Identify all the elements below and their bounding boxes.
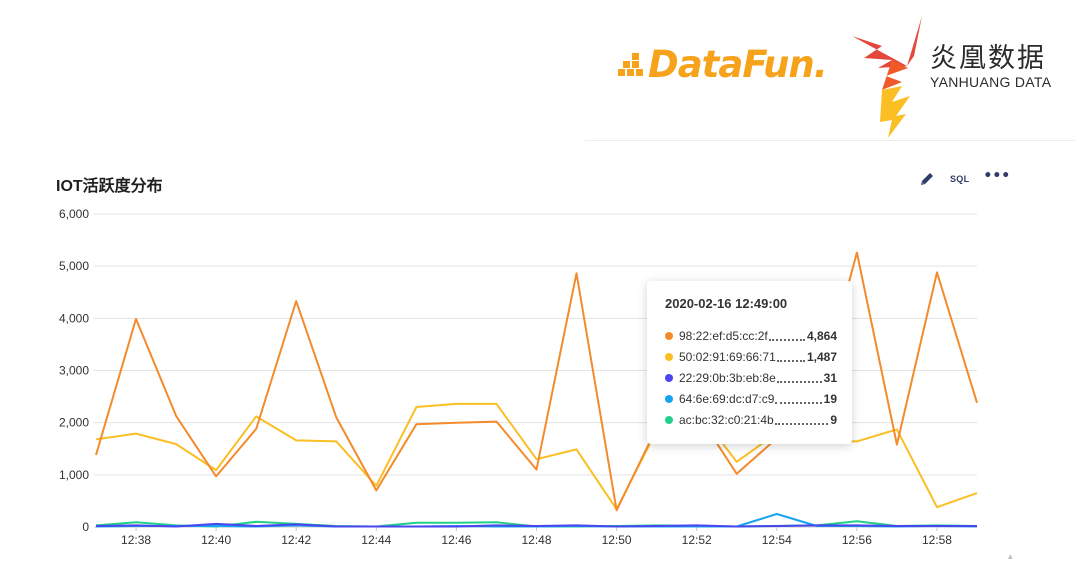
tooltip-row: 22:29:0b:3b:eb:8e 31 <box>665 370 837 386</box>
tooltip-series-name: ac:bc:32:c0:21:4b <box>679 413 774 427</box>
series-dot-icon <box>665 353 673 361</box>
y-tick-label: 1,000 <box>59 468 89 482</box>
x-tick-label: 12:38 <box>121 533 151 547</box>
sql-button[interactable]: SQL <box>950 174 970 184</box>
tooltip-series-value: 4,864 <box>806 329 837 343</box>
tooltip-series-name: 22:29:0b:3b:eb:8e <box>679 371 776 385</box>
pencil-icon[interactable] <box>918 170 936 188</box>
tooltip-row: ac:bc:32:c0:21:4b 9 <box>665 412 837 428</box>
yanhuang-phoenix-icon <box>852 16 922 138</box>
tooltip-row: 64:6e:69:dc:d7:c9 19 <box>665 391 837 407</box>
x-tick-label: 12:46 <box>441 533 471 547</box>
tooltip-series-name: 64:6e:69:dc:d7:c9 <box>679 392 775 406</box>
y-tick-label: 3,000 <box>59 364 89 378</box>
y-tick-label: 6,000 <box>59 207 89 221</box>
y-tick-label: 4,000 <box>59 311 89 325</box>
y-tick-label: 0 <box>82 520 89 534</box>
tooltip-series-value: 19 <box>823 392 837 406</box>
x-tick-label: 12:56 <box>842 533 872 547</box>
tooltip-row: 98:22:ef:d5:cc:2f 4,864 <box>665 328 837 344</box>
y-tick-label: 2,000 <box>59 416 89 430</box>
tooltip-leader <box>776 359 805 362</box>
tooltip-series-value: 31 <box>823 371 837 385</box>
tooltip-series-name: 98:22:ef:d5:cc:2f <box>679 329 768 343</box>
tooltip-time: 2020-02-16 12:49:00 <box>665 296 788 311</box>
x-tick-label: 12:58 <box>922 533 952 547</box>
yanhuang-name-en: YANHUANG DATA <box>930 74 1052 90</box>
x-tick-label: 12:40 <box>201 533 231 547</box>
header-divider <box>585 140 1075 141</box>
more-icon[interactable]: ••• <box>983 168 1011 184</box>
tooltip-leader <box>774 422 829 425</box>
series-line-3 <box>95 522 977 528</box>
x-tick-label: 12:52 <box>682 533 712 547</box>
yanhuang-name-cn: 炎凰数据 <box>930 43 1046 74</box>
chart-tooltip: 2020-02-16 12:49:00 98:22:ef:d5:cc:2f 4,8… <box>647 281 852 444</box>
tooltip-leader <box>768 338 805 341</box>
y-tick-label: 5,000 <box>59 259 89 273</box>
tooltip-series-name: 50:02:91:69:66:71 <box>679 350 776 364</box>
datafun-dots-icon <box>618 49 644 79</box>
tooltip-leader <box>775 401 822 404</box>
chart-title: IOT活跃度分布 <box>56 178 163 195</box>
chart-toolbar: SQL ••• <box>918 168 1011 188</box>
x-tick-label: 12:48 <box>521 533 551 547</box>
series-dot-icon <box>665 374 673 382</box>
x-tick-label: 12:42 <box>281 533 311 547</box>
series-dot-icon <box>665 416 673 424</box>
x-tick-label: 12:54 <box>762 533 792 547</box>
datafun-logo: DataFun. <box>618 38 828 90</box>
corner-mark: ▴ <box>1008 552 1013 562</box>
tooltip-series-value: 1,487 <box>806 350 837 364</box>
tooltip-leader <box>776 380 822 383</box>
x-tick-label: 12:50 <box>602 533 632 547</box>
x-tick-label: 12:44 <box>361 533 391 547</box>
series-dot-icon <box>665 395 673 403</box>
datafun-wordmark: DataFun. <box>648 42 828 86</box>
yanhuang-logo: 炎凰数据 YANHUANG DATA <box>852 16 1062 138</box>
tooltip-row: 50:02:91:69:66:71 1,487 <box>665 349 837 365</box>
series-dot-icon <box>665 332 673 340</box>
tooltip-series-value: 9 <box>830 413 837 427</box>
